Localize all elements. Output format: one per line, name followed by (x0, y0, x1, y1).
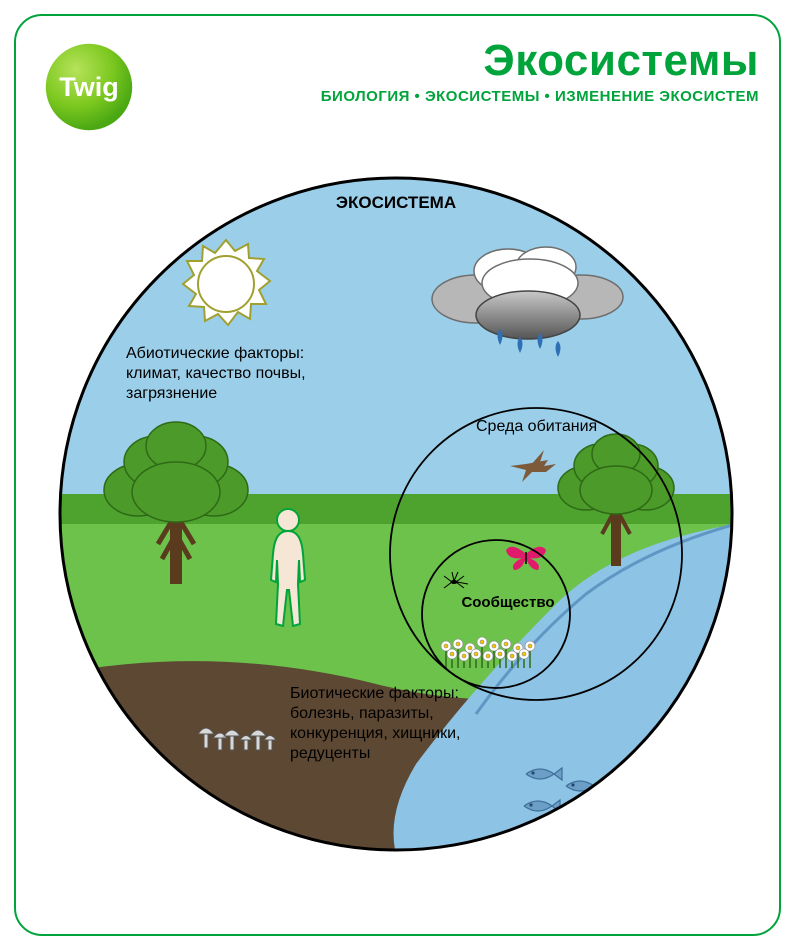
label-ecosystem: ЭКОСИСТЕМА (56, 192, 736, 213)
brand-text: Twig (59, 72, 118, 102)
label-biotic-body: болезнь, паразиты, конкуренция, хищники,… (290, 705, 460, 762)
label-community: Сообщество (448, 594, 568, 613)
ecosystem-diagram: ЭКОСИСТЕМА Абиотические факторы: климат,… (56, 174, 736, 854)
page-subtitle: БИОЛОГИЯ • ЭКОСИСТЕМЫ • ИЗМЕНЕНИЕ ЭКОСИС… (321, 88, 759, 105)
brand-logo: Twig (44, 42, 134, 132)
header: Экосистемы БИОЛОГИЯ • ЭКОСИСТЕМЫ • ИЗМЕН… (321, 36, 759, 105)
page: Twig Экосистемы БИОЛОГИЯ • ЭКОСИСТЕМЫ • … (0, 0, 795, 950)
label-biotic-heading: Биотические факторы: (290, 685, 459, 702)
label-abiotic-heading: Абиотические факторы: (126, 345, 304, 362)
label-habitat: Среда обитания (476, 417, 626, 437)
label-abiotic-body: климат, качество почвы, загрязнение (126, 365, 306, 402)
label-abiotic: Абиотические факторы: климат, качество п… (126, 344, 356, 404)
label-biotic: Биотические факторы: болезнь, паразиты, … (290, 684, 510, 764)
page-title: Экосистемы (321, 36, 759, 86)
